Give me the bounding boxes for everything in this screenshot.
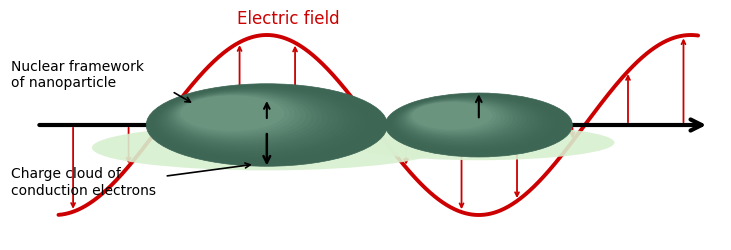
Ellipse shape	[177, 94, 295, 135]
Text: Nuclear framework
of nanoparticle: Nuclear framework of nanoparticle	[11, 60, 144, 90]
Ellipse shape	[391, 95, 556, 151]
Ellipse shape	[157, 88, 355, 155]
Ellipse shape	[401, 98, 526, 141]
Ellipse shape	[161, 89, 344, 152]
Ellipse shape	[168, 91, 322, 144]
Ellipse shape	[146, 84, 387, 166]
Ellipse shape	[150, 85, 376, 162]
Ellipse shape	[148, 84, 382, 164]
Ellipse shape	[179, 95, 289, 133]
Ellipse shape	[404, 99, 518, 138]
Ellipse shape	[388, 94, 564, 154]
Ellipse shape	[394, 96, 547, 148]
Ellipse shape	[405, 100, 513, 137]
Ellipse shape	[395, 96, 543, 147]
Ellipse shape	[343, 125, 615, 160]
Ellipse shape	[393, 96, 551, 150]
Ellipse shape	[154, 86, 366, 159]
Ellipse shape	[170, 92, 317, 142]
Ellipse shape	[412, 102, 493, 130]
Ellipse shape	[390, 94, 560, 153]
Ellipse shape	[399, 98, 530, 142]
Ellipse shape	[175, 94, 300, 136]
Ellipse shape	[396, 97, 539, 146]
Ellipse shape	[146, 84, 387, 166]
Ellipse shape	[162, 89, 338, 150]
Ellipse shape	[151, 86, 371, 161]
Ellipse shape	[172, 92, 311, 140]
Ellipse shape	[398, 97, 534, 144]
Ellipse shape	[411, 102, 496, 131]
Text: Electric field: Electric field	[238, 10, 340, 28]
Ellipse shape	[408, 101, 505, 134]
Text: Charge cloud of
conduction electrons: Charge cloud of conduction electrons	[11, 168, 156, 198]
Ellipse shape	[409, 101, 501, 132]
Ellipse shape	[385, 93, 572, 157]
Ellipse shape	[164, 90, 333, 148]
Ellipse shape	[173, 93, 306, 138]
Ellipse shape	[406, 100, 510, 136]
Ellipse shape	[159, 88, 349, 153]
Ellipse shape	[92, 125, 442, 170]
Ellipse shape	[181, 96, 284, 131]
Ellipse shape	[385, 93, 572, 157]
Ellipse shape	[387, 94, 568, 156]
Ellipse shape	[402, 99, 522, 140]
Ellipse shape	[166, 90, 327, 146]
Ellipse shape	[155, 87, 360, 157]
